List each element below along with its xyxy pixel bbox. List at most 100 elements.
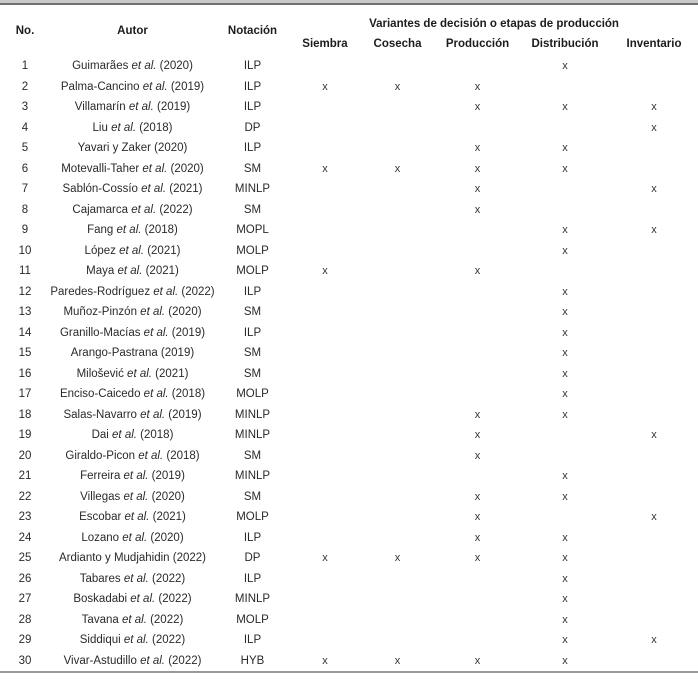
cell-mark-inventario: x [651, 101, 657, 114]
cell-mark-produccion [435, 630, 520, 651]
cell-mark-siembra: x [322, 552, 328, 565]
cell-author: Salas-Navarro et al. (2019) [63, 408, 202, 421]
cell-notation: MOLP [236, 244, 269, 257]
cell-mark-distribucion: x [562, 613, 568, 626]
cell-mark-distribucion: x [562, 326, 568, 339]
table-row: 18 Salas-Navarro et al. (2019) MINLP x x [0, 405, 698, 426]
table-row: 29 Siddiqui et al. (2022) ILP x x [0, 630, 698, 651]
cell-mark-cosecha [360, 241, 435, 262]
cell-mark-inventario [610, 56, 698, 77]
table-row: 16 Milošević et al. (2021) SM x [0, 364, 698, 385]
cell-mark-distribucion: x [562, 60, 568, 73]
table-row: 27 Boskadabi et al. (2022) MINLP x [0, 589, 698, 610]
cell-mark-produccion [435, 220, 520, 241]
cell-author: Villamarín et al. (2019) [74, 101, 191, 114]
cell-mark-distribucion: x [562, 552, 568, 565]
cell-no: 26 [18, 572, 32, 585]
cell-no: 4 [21, 121, 29, 134]
table-row: 8 Cajamarca et al. (2022) SM x [0, 200, 698, 221]
cell-mark-produccion [435, 343, 520, 364]
cell-notation: ILP [243, 80, 262, 93]
cell-author: Motevalli-Taher et al. (2020) [61, 162, 204, 175]
cell-mark-siembra [290, 200, 360, 221]
table-row: 21 Ferreira et al. (2019) MINLP x [0, 466, 698, 487]
cell-mark-inventario [610, 446, 698, 467]
author-etal: et al. [112, 429, 137, 442]
table-row: 22 Villegas et al. (2020) SM x x [0, 487, 698, 508]
cell-mark-inventario [610, 569, 698, 590]
cell-mark-siembra [290, 446, 360, 467]
cell-mark-siembra: x [322, 654, 328, 667]
cell-mark-inventario [610, 384, 698, 405]
cell-author: Guimarães et al. (2020) [72, 60, 193, 73]
cell-author: Yavari y Zaker (2020) [77, 142, 188, 155]
cell-mark-distribucion: x [562, 285, 568, 298]
author-etal: et al. [140, 654, 165, 667]
table-row: 25 Ardianto y Mudjahidin (2022) DP x x x x [0, 548, 698, 569]
table-row: 19 Dai et al. (2018) MINLP x x [0, 425, 698, 446]
cell-mark-inventario [610, 487, 698, 508]
table-header: No. Autor Notación Variantes de decisión… [0, 5, 698, 56]
cell-no: 25 [18, 552, 32, 565]
cell-mark-siembra [290, 610, 360, 631]
table-row: 20 Giraldo-Picon et al. (2018) SM x [0, 446, 698, 467]
cell-no: 24 [18, 531, 32, 544]
cell-no: 15 [18, 347, 32, 360]
cell-mark-inventario [610, 589, 698, 610]
author-etal: et al. [143, 326, 169, 339]
cell-mark-produccion [435, 323, 520, 344]
cell-notation: DP [244, 121, 261, 134]
cell-notation: SM [243, 162, 262, 175]
author-etal: et al. [138, 449, 164, 462]
cell-mark-siembra [290, 528, 360, 549]
cell-mark-cosecha: x [394, 654, 401, 667]
cell-mark-distribucion [520, 179, 610, 200]
cell-mark-siembra [290, 364, 360, 385]
cell-notation: MOPL [236, 224, 269, 237]
cell-notation: HYB [240, 654, 265, 667]
cell-author: Ardianto y Mudjahidin (2022) [58, 552, 207, 565]
cell-mark-siembra [290, 323, 360, 344]
cell-mark-produccion [435, 56, 520, 77]
cell-mark-distribucion: x [562, 408, 568, 421]
cell-mark-produccion: x [474, 531, 481, 544]
cell-mark-inventario [610, 282, 698, 303]
cell-notation: SM [243, 490, 262, 503]
author-etal: et al. [140, 408, 166, 421]
cell-mark-inventario [610, 610, 698, 631]
cell-mark-inventario [610, 241, 698, 262]
cell-author: Boskadabi et al. (2022) [73, 593, 192, 606]
cell-mark-produccion [435, 610, 520, 631]
cell-notation: ILP [243, 634, 262, 647]
cell-mark-cosecha [360, 589, 435, 610]
cell-no: 30 [18, 654, 32, 667]
cell-mark-produccion [435, 466, 520, 487]
cell-mark-produccion: x [474, 654, 481, 667]
cell-mark-distribucion: x [562, 654, 568, 667]
cell-mark-cosecha [360, 569, 435, 590]
cell-author: Escobar et al. (2021) [79, 511, 186, 524]
cell-notation: MOLP [236, 511, 269, 524]
table-row: 24 Lozano et al. (2020) ILP x x [0, 528, 698, 549]
cell-no: 21 [18, 470, 32, 483]
cell-mark-inventario: x [651, 224, 657, 237]
cell-mark-siembra: x [322, 265, 328, 278]
author-etal: et al. [130, 593, 156, 606]
author-etal: et al. [142, 162, 168, 175]
cell-no: 7 [21, 183, 29, 196]
cell-mark-cosecha [360, 487, 435, 508]
author-etal: et al. [127, 367, 152, 380]
cell-mark-inventario [610, 466, 698, 487]
page: { "table": { "headers": { "no": "No.", "… [0, 3, 698, 681]
cell-author: Tavana et al. (2022) [81, 613, 184, 626]
cell-mark-siembra [290, 487, 360, 508]
author-etal: et al. [123, 470, 149, 483]
cell-author: Tabares et al. (2022) [79, 572, 186, 585]
cell-mark-distribucion: x [562, 306, 568, 319]
cell-no: 19 [18, 429, 32, 442]
cell-notation: ILP [243, 531, 262, 544]
cell-mark-siembra [290, 241, 360, 262]
paper-table-container: No. Autor Notación Variantes de decisión… [0, 3, 698, 673]
cell-mark-distribucion: x [562, 367, 568, 380]
cell-mark-cosecha [360, 466, 435, 487]
